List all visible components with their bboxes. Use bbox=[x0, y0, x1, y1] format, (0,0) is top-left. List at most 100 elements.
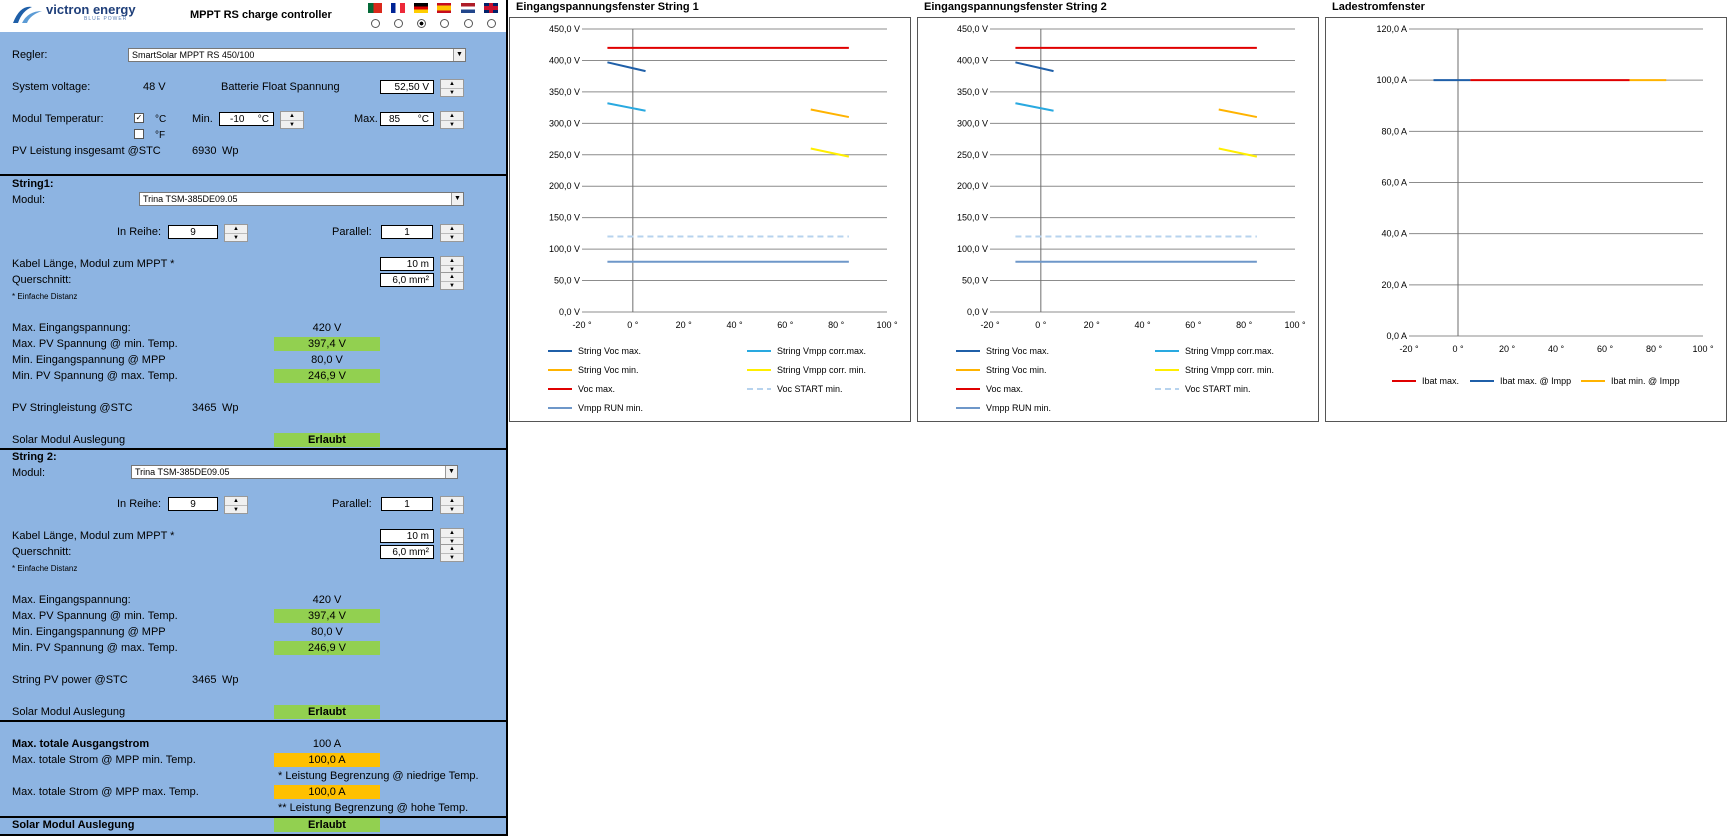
note-high-temp: ** Leistung Begrenzung @ hohe Temp. bbox=[278, 802, 469, 814]
chevron-down-icon[interactable]: ▼ bbox=[451, 193, 463, 205]
celsius-checkbox[interactable]: ✓ bbox=[134, 113, 144, 123]
string1-min-pv-value: 246,9 V bbox=[274, 369, 380, 383]
x-tick-label: 60 ° bbox=[777, 320, 794, 330]
uk-flag-icon[interactable] bbox=[484, 3, 498, 13]
system-voltage-value: 48 V bbox=[143, 81, 166, 93]
radio-language-nl[interactable] bbox=[464, 19, 473, 28]
france-flag-icon[interactable] bbox=[391, 3, 405, 13]
string1-reihe-input[interactable]: 9 bbox=[168, 225, 218, 239]
y-tick-label: 0,0 V bbox=[967, 307, 988, 317]
string2-reihe-spinner[interactable]: ▲ ▼ bbox=[224, 496, 248, 514]
pv-total-unit: Wp bbox=[222, 145, 239, 157]
string1-power-label: PV Stringleistung @STC bbox=[12, 402, 133, 414]
string1-parallel-input[interactable]: 1 bbox=[381, 225, 433, 239]
string2-parallel-input[interactable]: 1 bbox=[381, 497, 433, 511]
fahrenheit-checkbox[interactable] bbox=[134, 129, 144, 139]
x-tick-label: 100 ° bbox=[876, 320, 898, 330]
brand-sub: BLUE POWER bbox=[84, 16, 128, 22]
strom-min-value: 100,0 A bbox=[274, 753, 380, 767]
string1-parallel-spinner[interactable]: ▲ ▼ bbox=[440, 224, 464, 242]
string2-quer-input[interactable]: 6,0 mm² bbox=[380, 545, 434, 559]
string2-max-in-value: 420 V bbox=[312, 594, 342, 606]
radio-language-de[interactable] bbox=[417, 19, 426, 28]
string1-quer-spinner[interactable]: ▲ ▼ bbox=[440, 272, 464, 290]
celsius-label: °C bbox=[155, 114, 167, 125]
string1-status-badge: Erlaubt bbox=[274, 433, 380, 447]
radio-language-en[interactable] bbox=[487, 19, 496, 28]
max-temp-spinner[interactable]: ▲ ▼ bbox=[440, 111, 464, 129]
radio-language-pt[interactable] bbox=[371, 19, 380, 28]
chart2-box: 0,0 V 50,0 V 100,0 V 150,0 V 200,0 V 250,0 V 3… bbox=[917, 17, 1319, 422]
legend-label: Ibat min. @ Impp bbox=[1611, 376, 1680, 386]
brand-name: victron energy bbox=[46, 2, 136, 17]
min-temp-input[interactable]: -10 °C bbox=[219, 112, 274, 126]
string1-quer-input[interactable]: 6,0 mm² bbox=[380, 273, 434, 287]
x-tick-label: 20 ° bbox=[1499, 344, 1516, 354]
y-tick-label: 20,0 A bbox=[1381, 280, 1407, 290]
y-tick-label: 150,0 V bbox=[957, 213, 988, 223]
series-line bbox=[810, 108, 850, 119]
pv-total-value: 6930 bbox=[192, 145, 217, 157]
string2-quer-spinner[interactable]: ▲ ▼ bbox=[440, 544, 464, 562]
string1-reihe-spinner[interactable]: ▲ ▼ bbox=[224, 224, 248, 242]
string2-title: String 2: bbox=[12, 451, 57, 463]
y-tick-label: 80,0 A bbox=[1381, 126, 1407, 136]
max-temp-unit: °C bbox=[417, 114, 429, 125]
string2-min-pv-value: 246,9 V bbox=[274, 641, 380, 655]
spain-flag-icon[interactable] bbox=[437, 3, 451, 13]
page-title: MPPT RS charge controller bbox=[190, 9, 332, 21]
string1-max-in-label: Max. Eingangspannung: bbox=[12, 322, 131, 334]
chart2-svg: 0,0 V 50,0 V 100,0 V 150,0 V 200,0 V 250,0 V 3… bbox=[956, 24, 1306, 413]
min-temp-unit: °C bbox=[257, 114, 269, 125]
regler-dropdown[interactable]: SmartSolar MPPT RS 450/100 ▼ bbox=[128, 48, 466, 62]
string1-min-pv-label: Min. PV Spannung @ max. Temp. bbox=[12, 370, 178, 382]
max-out-label: Max. totale Ausgangstrom bbox=[12, 738, 150, 750]
float-voltage-spinner[interactable]: ▲ ▼ bbox=[440, 79, 464, 97]
max-out-value: 100 A bbox=[312, 738, 342, 750]
string2-power-unit: Wp bbox=[222, 674, 239, 686]
portugal-flag-icon[interactable] bbox=[368, 3, 382, 13]
string2-kabel-input[interactable]: 10 m bbox=[380, 529, 434, 543]
output-ausl-label: Solar Modul Auslegung bbox=[12, 819, 135, 831]
netherlands-flag-icon[interactable] bbox=[461, 3, 475, 13]
string2-modul-label: Modul: bbox=[12, 467, 46, 479]
strom-max-label: Max. totale Strom @ MPP max. Temp. bbox=[12, 786, 199, 798]
x-tick-label: 40 ° bbox=[1134, 320, 1151, 330]
germany-flag-icon[interactable] bbox=[414, 3, 428, 13]
string2-parallel-label: Parallel: bbox=[332, 498, 372, 510]
string1-max-pv-label: Max. PV Spannung @ min. Temp. bbox=[12, 338, 178, 350]
x-tick-label: 0 ° bbox=[1035, 320, 1047, 330]
string1-max-in-value: 420 V bbox=[312, 322, 342, 334]
y-tick-label: 100,0 V bbox=[549, 244, 580, 254]
string2-parallel-spinner[interactable]: ▲ ▼ bbox=[440, 496, 464, 514]
legend-label: String Vmpp corr.max. bbox=[1185, 346, 1274, 356]
string2-quer-label: Querschnitt: bbox=[12, 546, 72, 558]
float-voltage-input[interactable]: 52,50 V bbox=[380, 80, 434, 94]
string2-modul-dropdown[interactable]: Trina TSM-385DE09.05 ▼ bbox=[131, 465, 458, 479]
modul-temp-label: Modul Temperatur: bbox=[12, 113, 104, 125]
strom-min-label: Max. totale Strom @ MPP min. Temp. bbox=[12, 754, 196, 766]
string2-reihe-input[interactable]: 9 bbox=[168, 497, 218, 511]
radio-language-fr[interactable] bbox=[394, 19, 403, 28]
chart1-svg: 0,0 V 50,0 V 100,0 V 150,0 V 200,0 V 250,0 V 3… bbox=[548, 24, 898, 413]
min-temp-spinner[interactable]: ▲ ▼ bbox=[280, 111, 304, 129]
chevron-down-icon[interactable]: ▼ bbox=[445, 466, 457, 478]
string1-modul-dropdown[interactable]: Trina TSM-385DE09.05 ▼ bbox=[139, 192, 464, 206]
x-tick-label: 0 ° bbox=[627, 320, 639, 330]
string1-kabel-input[interactable]: 10 m bbox=[380, 257, 434, 271]
radio-language-es[interactable] bbox=[440, 19, 449, 28]
string2-min-mpp-value: 80,0 V bbox=[311, 626, 343, 638]
chevron-down-icon[interactable]: ▼ bbox=[453, 49, 465, 61]
legend-label: Ibat max. bbox=[1422, 376, 1459, 386]
string1-max-pv-value: 397,4 V bbox=[274, 337, 380, 351]
legend-label: Ibat max. @ Impp bbox=[1500, 376, 1571, 386]
string2-power-label: String PV power @STC bbox=[12, 674, 128, 686]
string1-ausl-label: Solar Modul Auslegung bbox=[12, 434, 126, 446]
string1-min-mpp-label: Min. Eingangspannung @ MPP bbox=[12, 354, 166, 366]
max-temp-input[interactable]: 85 °C bbox=[380, 112, 434, 126]
y-tick-label: 60,0 A bbox=[1381, 178, 1407, 188]
x-tick-label: -20 ° bbox=[980, 320, 1000, 330]
string1-note: * Einfache Distanz bbox=[12, 292, 78, 301]
system-voltage-label: System voltage: bbox=[12, 81, 91, 93]
config-panel: victron energy BLUE POWER MPPT RS charge… bbox=[0, 0, 508, 836]
